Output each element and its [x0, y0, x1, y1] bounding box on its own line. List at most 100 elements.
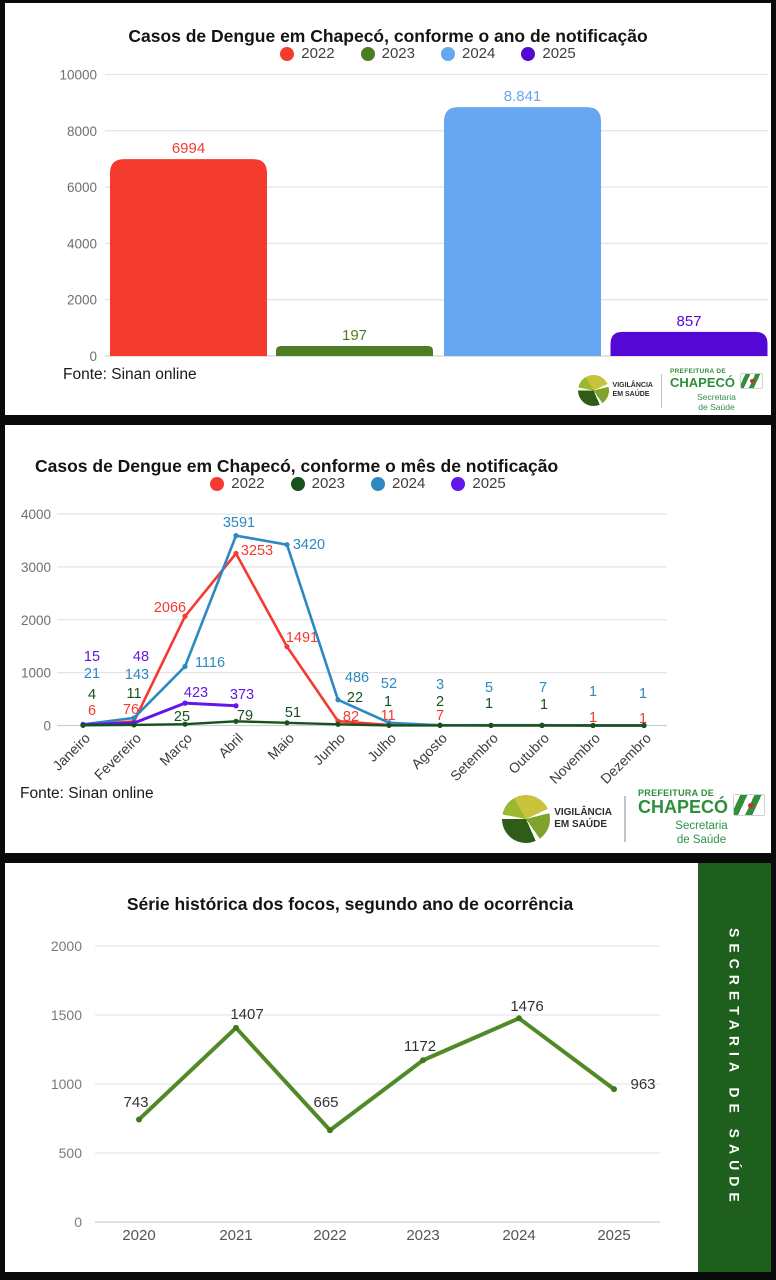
bar-2024 [444, 107, 601, 356]
footer-logos: VIGILÂNCIA EM SAÚDE PREFEITURA DE CHAPEC… [502, 789, 765, 848]
monthly-grid: 0 1000 2000 3000 4000 [21, 507, 667, 734]
bar-label-2024: 8.841 [504, 88, 542, 105]
svg-text:11: 11 [126, 686, 141, 702]
svg-text:1: 1 [540, 697, 548, 713]
legend-item-2023: 2023 [290, 475, 345, 492]
vigilancia-line1: VIGILÂNCIA [612, 382, 653, 390]
chapeco-flag-icon [740, 372, 763, 389]
svg-text:3000: 3000 [21, 560, 51, 575]
svg-text:963: 963 [630, 1076, 655, 1093]
bar-2022 [110, 159, 267, 356]
svg-text:7: 7 [539, 680, 547, 696]
footer-logos: VIGILÂNCIA EM SAÚDE PREFEITURA DE CHAPEC… [577, 369, 763, 412]
svg-text:48: 48 [133, 649, 149, 665]
svg-text:4000: 4000 [21, 507, 51, 522]
svg-text:500: 500 [59, 1145, 83, 1161]
line-2025 [81, 701, 238, 727]
svg-text:1407: 1407 [230, 1006, 263, 1023]
focos-x-axis-labels: 2020 2021 2022 2023 2024 2025 [122, 1227, 630, 1244]
legend-dot-icon [451, 476, 466, 491]
svg-text:Abril: Abril [215, 730, 246, 761]
legend-item-2023: 2023 [360, 45, 415, 62]
svg-text:1: 1 [589, 710, 597, 726]
svg-text:2066: 2066 [154, 600, 186, 616]
svg-text:Maio: Maio [264, 730, 297, 763]
labels-2025: 15 48 423 373 [84, 649, 254, 703]
sidebar-vertical-text: SECRETARIA DE SAÚDE [726, 927, 743, 1208]
svg-text:2022: 2022 [313, 1227, 346, 1244]
svg-text:3: 3 [436, 677, 444, 693]
annual-chart-svg: 0 2000 4000 6000 8000 10000 6994 197 8.841 857 [59, 68, 768, 364]
svg-text:76: 76 [123, 702, 139, 718]
prefeitura-de-label: PREFEITURA DE [637, 788, 715, 799]
svg-text:665: 665 [313, 1094, 338, 1111]
svg-text:4: 4 [88, 687, 96, 703]
svg-text:486: 486 [345, 670, 369, 686]
svg-text:4000: 4000 [67, 236, 97, 251]
focos-dots [136, 1015, 617, 1134]
annual-chart-legend: 2022 2023 2024 2025 [85, 45, 771, 62]
dots-2022 [80, 550, 647, 729]
dots-2023 [80, 718, 647, 729]
svg-text:1: 1 [485, 696, 493, 712]
svg-text:3591: 3591 [223, 515, 255, 531]
svg-text:2000: 2000 [21, 613, 51, 628]
focos-grid: 0 500 1000 1500 2000 [51, 938, 660, 1230]
svg-text:1116: 1116 [195, 655, 225, 671]
svg-text:Novembro: Novembro [546, 730, 603, 787]
svg-text:423: 423 [184, 685, 208, 701]
annual-source-note: Fonte: Sinan online [63, 366, 197, 383]
focos-line [137, 1016, 616, 1133]
legend-label: 2023 [381, 45, 415, 62]
svg-text:Setembro: Setembro [447, 730, 501, 784]
legend-dot-icon [521, 46, 536, 61]
svg-text:2025: 2025 [597, 1227, 630, 1244]
svg-text:2000: 2000 [67, 293, 97, 308]
focos-labels: 743 1407 665 1172 1476 963 [123, 998, 655, 1111]
chapeco-label: CHAPECÓ [669, 374, 735, 390]
vigilancia-line2: EM SAÚDE [612, 390, 650, 398]
svg-text:1500: 1500 [51, 1007, 82, 1023]
focos-chart-panel: Série histórica dos focos, segundo ano d… [5, 863, 771, 1272]
vigilancia-logo-icon [577, 375, 609, 407]
svg-text:373: 373 [230, 687, 254, 703]
svg-text:1: 1 [589, 684, 597, 700]
legend-item-2024: 2024 [441, 45, 495, 62]
legend-dot-icon [441, 46, 455, 61]
svg-text:52: 52 [381, 676, 397, 692]
bar-label-2025: 857 [676, 313, 701, 330]
svg-text:15: 15 [84, 649, 100, 665]
svg-text:0: 0 [89, 349, 97, 364]
secretaria-saude-label: Secretaria de Saúde [675, 820, 727, 848]
monthly-chart-title: Casos de Dengue em Chapecó, conforme o m… [35, 455, 559, 476]
monthly-chart-panel: Casos de Dengue em Chapecó, conforme o m… [5, 425, 771, 853]
svg-text:Outubro: Outubro [505, 730, 552, 777]
vigilancia-logo-text: VIGILÂNCIA EM SAÚDE [613, 382, 653, 399]
svg-text:3420: 3420 [293, 537, 325, 553]
svg-text:1: 1 [384, 694, 392, 710]
legend-item-2024: 2024 [371, 475, 425, 492]
logo-divider [623, 795, 626, 842]
vigilancia-logo-text: VIGILÂNCIA EM SAÚDE [554, 807, 612, 831]
legend-label: 2022 [231, 475, 265, 492]
legend-label: 2025 [472, 475, 506, 492]
svg-text:3253: 3253 [241, 543, 273, 559]
svg-text:1000: 1000 [21, 666, 51, 681]
svg-text:1476: 1476 [510, 998, 543, 1015]
vigilancia-line1: VIGILÂNCIA [554, 806, 612, 818]
secretaria-line2: de Saúde [698, 401, 735, 412]
vigilancia-line2: EM SAÚDE [554, 818, 607, 830]
legend-dot-icon [360, 46, 375, 61]
focos-chart-svg: 0 500 1000 1500 2000 2020 2021 2022 2023 2024 2025… [51, 938, 660, 1244]
line-2024 [81, 534, 646, 727]
line-2023 [81, 720, 646, 727]
legend-label: 2024 [462, 45, 496, 62]
svg-text:1: 1 [639, 711, 647, 727]
bar-label-2022: 6994 [172, 140, 205, 157]
chapeco-label: CHAPECÓ [637, 797, 728, 818]
